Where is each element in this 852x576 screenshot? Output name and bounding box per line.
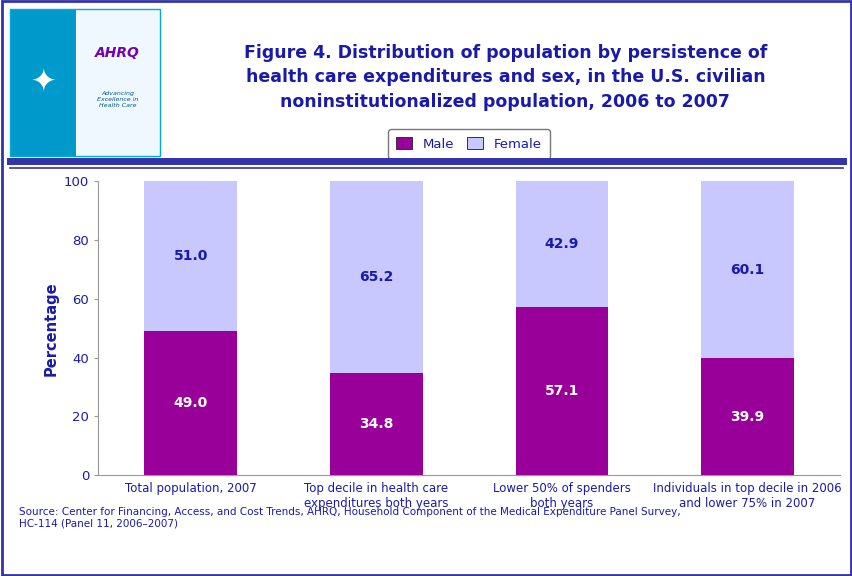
Text: Figure 4. Distribution of population by persistence of
health care expenditures : Figure 4. Distribution of population by …: [244, 44, 766, 111]
Text: ✦: ✦: [31, 67, 55, 97]
Bar: [700, 181, 793, 358]
Text: 49.0: 49.0: [174, 396, 208, 410]
Text: 65.2: 65.2: [359, 270, 393, 284]
Text: 34.8: 34.8: [359, 417, 393, 431]
Bar: [144, 331, 237, 475]
FancyBboxPatch shape: [78, 9, 159, 156]
Y-axis label: Percentage: Percentage: [43, 281, 58, 376]
Bar: [515, 181, 607, 308]
Bar: [700, 358, 793, 475]
Bar: [515, 308, 607, 475]
Text: 57.1: 57.1: [544, 384, 579, 399]
Text: 60.1: 60.1: [729, 263, 763, 276]
FancyBboxPatch shape: [10, 9, 76, 156]
Bar: [144, 181, 237, 331]
Text: Source: Center for Financing, Access, and Cost Trends, AHRQ, Household Component: Source: Center for Financing, Access, an…: [19, 507, 679, 528]
Text: AHRQ: AHRQ: [95, 46, 140, 60]
Legend: Male, Female: Male, Female: [388, 129, 550, 158]
Text: 42.9: 42.9: [544, 237, 579, 252]
Bar: [330, 373, 423, 475]
Text: Advancing
Excellence in
Health Care: Advancing Excellence in Health Care: [97, 91, 138, 108]
Bar: [330, 181, 423, 373]
Text: 51.0: 51.0: [174, 249, 208, 263]
Text: 39.9: 39.9: [729, 410, 763, 423]
